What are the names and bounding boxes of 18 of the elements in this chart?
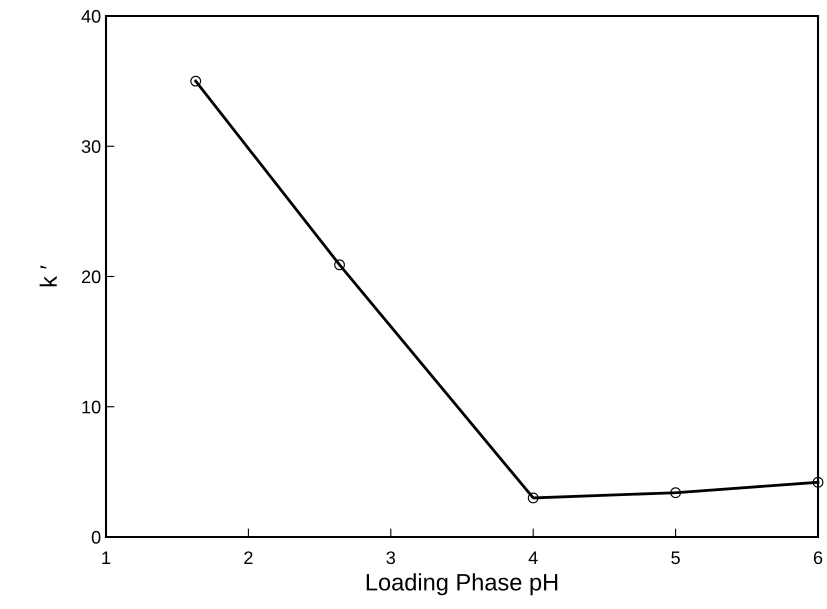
point: [528, 492, 539, 504]
y-tick-label: 30: [82, 140, 100, 153]
point: [670, 487, 682, 498]
point: [334, 259, 345, 270]
point: [812, 476, 824, 488]
x-tick-label: 5: [671, 552, 680, 564]
y-tick-label: 20: [82, 270, 100, 284]
x-axis-title: Loading Phase pH: [366, 573, 558, 596]
x-tick-label: 1: [102, 552, 110, 564]
y-tick-label: 10: [82, 400, 100, 414]
y-axis-title: k ′: [40, 266, 57, 286]
x-tick-label: 2: [244, 551, 253, 564]
x-tick-label: 3: [386, 551, 396, 564]
x-tick-label: 4: [528, 552, 538, 564]
y-tick-label: 40: [81, 10, 100, 23]
x-tick-label: 6: [814, 551, 822, 564]
point: [190, 76, 202, 87]
y-tick-label: 0: [92, 530, 100, 544]
